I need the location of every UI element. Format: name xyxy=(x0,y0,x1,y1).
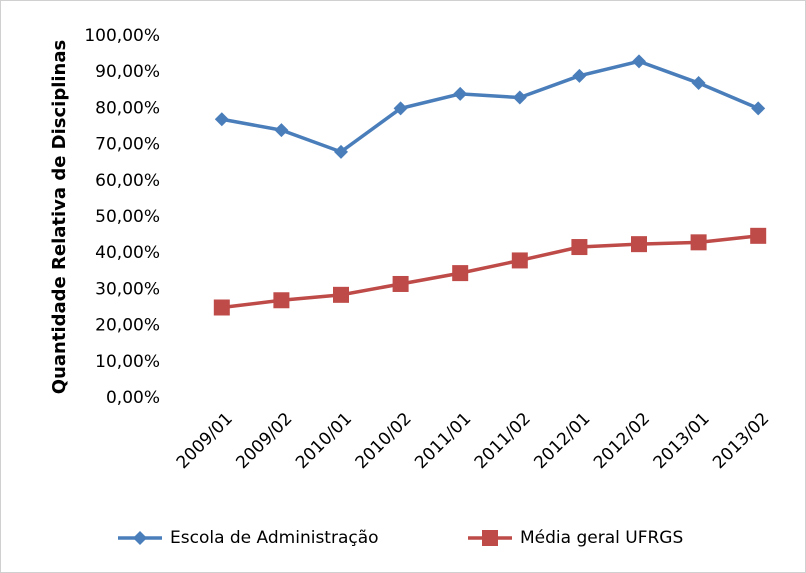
marker xyxy=(334,144,348,159)
marker xyxy=(273,292,290,309)
legend-label: Escola de Administração xyxy=(170,528,379,548)
legend-label: Média geral UFRGS xyxy=(520,528,683,548)
series-line xyxy=(221,234,759,310)
y-tick-label: 70,00% xyxy=(95,135,160,155)
marker xyxy=(333,286,349,303)
y-tick-label: 20,00% xyxy=(95,316,160,336)
marker xyxy=(511,252,528,269)
y-tick-label: 60,00% xyxy=(95,171,160,191)
y-tick-label: 50,00% xyxy=(95,207,160,227)
marker xyxy=(392,275,409,292)
y-tick-label: 90,00% xyxy=(95,62,160,82)
marker xyxy=(690,234,707,251)
legend-marker xyxy=(482,530,498,546)
y-tick-label: 0,00% xyxy=(106,388,160,408)
series-line xyxy=(221,59,759,154)
y-tick-label: 40,00% xyxy=(95,243,160,263)
marker xyxy=(453,86,468,101)
marker xyxy=(691,76,706,91)
marker xyxy=(393,101,408,116)
legend-marker xyxy=(133,531,147,545)
marker xyxy=(572,68,587,83)
marker xyxy=(214,112,229,127)
y-axis-label: Quantidade Relativa de Disciplinas xyxy=(49,40,70,394)
marker xyxy=(750,227,767,244)
marker xyxy=(274,123,289,138)
marker xyxy=(571,239,588,256)
y-tick-label: 100,00% xyxy=(84,26,160,46)
y-tick-label: 80,00% xyxy=(95,98,160,118)
y-tick-label: 10,00% xyxy=(95,352,160,372)
marker xyxy=(512,90,527,105)
marker xyxy=(213,299,230,316)
marker xyxy=(631,236,647,253)
marker xyxy=(452,265,469,282)
marker xyxy=(632,54,646,69)
y-tick-label: 30,00% xyxy=(95,279,160,299)
marker xyxy=(751,101,766,116)
